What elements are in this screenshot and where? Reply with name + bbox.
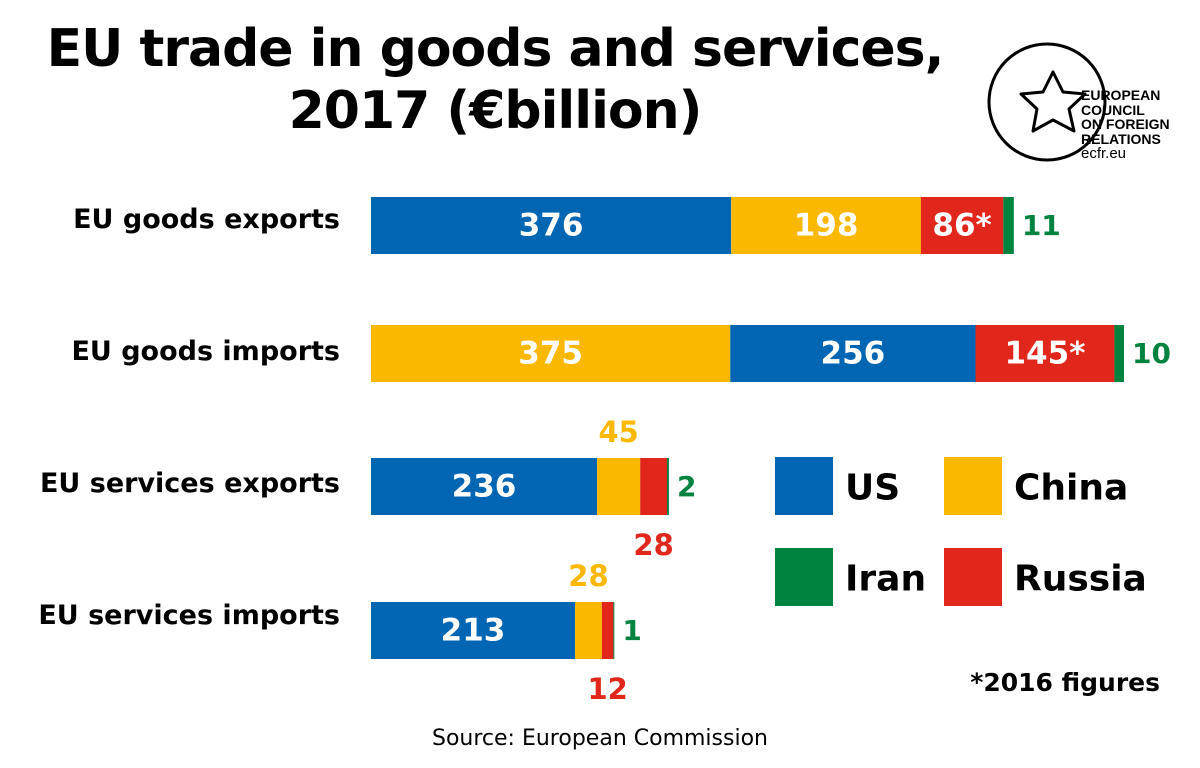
data-label-1-us: 256 (821, 336, 886, 372)
bar-1-us (730, 325, 976, 382)
row-label-goods-exports: EU goods exports (73, 204, 340, 235)
legend-label-us: US (845, 468, 900, 509)
bar-3-russia (601, 602, 614, 659)
legend-swatch-us (775, 457, 833, 515)
bar-0-china (731, 197, 921, 254)
data-label-3-russia: 12 (587, 672, 627, 706)
legend-swatch-china (944, 457, 1002, 515)
bar-3-china (575, 602, 602, 659)
logo-line-3: ON FOREIGN (1081, 116, 1170, 132)
bar-1-russia (975, 325, 1115, 382)
bar-2-china (597, 458, 641, 515)
data-label-2-china: 45 (598, 415, 638, 449)
legend-label-iran: Iran (845, 559, 926, 600)
row-label-services-imports: EU services imports (38, 600, 340, 631)
legend-swatch-russia (944, 548, 1002, 606)
bar-0-russia (920, 197, 1004, 254)
legend-label-china: China (1014, 468, 1128, 509)
logo-line-2: COUNCIL (1081, 101, 1145, 118)
data-label-2-us: 236 (452, 469, 517, 505)
bar-0-iran (1003, 197, 1014, 254)
logo-circle (987, 42, 1107, 162)
logo-url: ecfr.eu (1081, 145, 1127, 162)
title-line-1: EU trade in goods and services, (46, 19, 945, 79)
data-label-3-iran: 1 (622, 614, 641, 647)
data-label-2-russia: 28 (633, 528, 673, 562)
bar-1-china (371, 325, 731, 382)
logo-line-1: EUROPEAN (1081, 87, 1161, 103)
data-label-0-us: 376 (519, 208, 584, 244)
data-label-3-china: 28 (568, 559, 608, 593)
logo-line-4: RELATIONS (1081, 130, 1161, 147)
row-label-services-exports: EU services exports (39, 468, 340, 499)
source-note: Source: European Commission (432, 726, 768, 751)
data-label-0-china: 198 (794, 208, 859, 244)
title-line-2: 2017 (€billion) (288, 81, 703, 141)
data-label-1-iran: 10 (1132, 337, 1171, 370)
star-icon (1019, 70, 1087, 133)
row-label-goods-imports: EU goods imports (71, 336, 340, 367)
legend-swatch-iran (775, 548, 833, 606)
data-label-2-iran: 2 (677, 470, 696, 503)
bar-2-russia (640, 458, 668, 515)
data-label-1-russia: 145* (1004, 336, 1085, 372)
logo-text: EUROPEAN COUNCIL ON FOREIGN RELATIONS (1081, 88, 1196, 146)
bar-2-iran (667, 458, 669, 515)
data-label-0-russia: 86* (932, 208, 991, 244)
bar-3-us (371, 602, 576, 659)
bar-0-us (371, 197, 732, 254)
bar-3-iran (613, 602, 615, 659)
bar-1-iran (1114, 325, 1124, 382)
bar-2-us (371, 458, 598, 515)
ecfr-logo (987, 42, 1107, 162)
chart-title: EU trade in goods and services, 2017 (€b… (0, 18, 990, 142)
data-label-3-us: 213 (441, 613, 506, 649)
footnote: *2016 figures (970, 668, 1160, 697)
legend-label-russia: Russia (1014, 559, 1147, 600)
data-label-0-iran: 11 (1022, 209, 1061, 242)
data-label-1-china: 375 (518, 336, 583, 372)
